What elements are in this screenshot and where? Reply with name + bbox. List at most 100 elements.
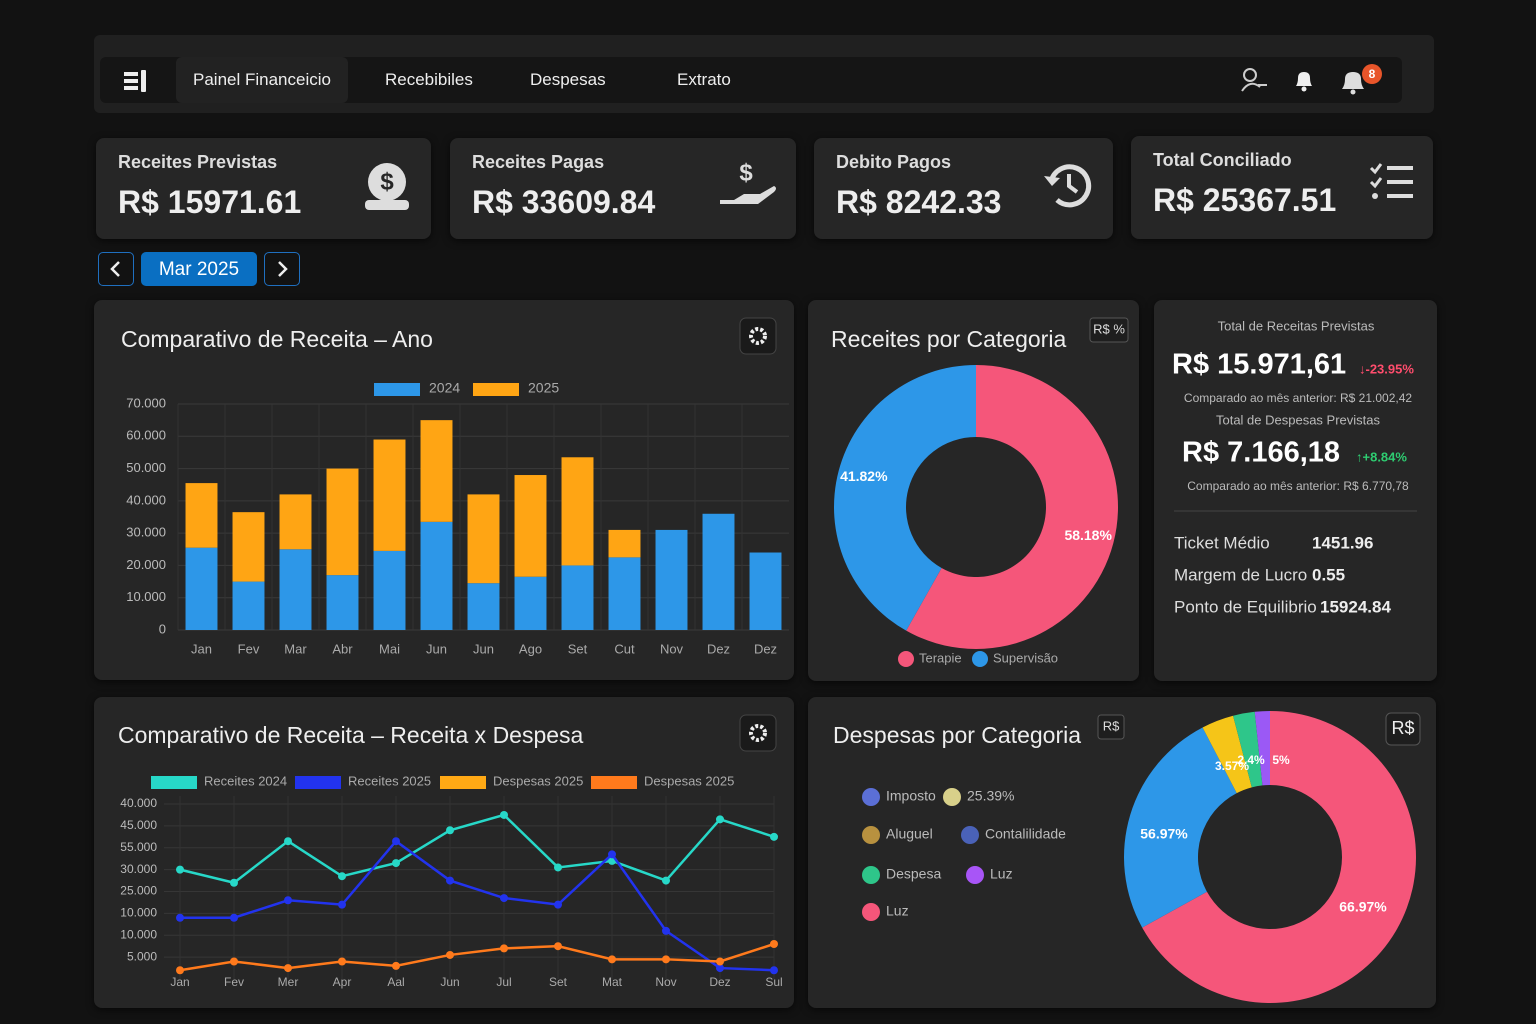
checklist-icon: [1369, 163, 1413, 199]
chevron-left: [110, 261, 120, 277]
line-series: [179, 942, 775, 972]
expense-compare: Comparado ao mês anterior: R$ 6.770,78: [1187, 479, 1409, 493]
value: 1451.96: [1312, 533, 1373, 552]
chevron-right: [278, 261, 288, 277]
summary: Total de Receitas Previstas R$ 15.971,61 ↓…: [1172, 318, 1417, 616]
line-point: [176, 865, 184, 874]
y-tick-label: 30.000: [126, 525, 166, 540]
coin-icon: $: [365, 163, 409, 210]
slice-label: 56.97%: [1140, 826, 1188, 842]
legend-label: Supervisão: [993, 650, 1058, 665]
value: 15924.84: [1320, 597, 1391, 616]
line-point: [554, 942, 562, 951]
line-point: [230, 878, 238, 887]
bar: [420, 420, 453, 522]
x-tick-label: Dez: [707, 641, 730, 656]
legend-swatch: [972, 651, 988, 667]
nav-tab[interactable]: Painel Financeicio: [176, 57, 348, 103]
legend-swatch: [591, 776, 637, 789]
x-tick-label: Set: [568, 641, 588, 656]
line-point: [500, 810, 508, 819]
hand-money-icon: $: [720, 160, 776, 204]
line-point: [176, 966, 184, 975]
month-selector[interactable]: Mar 2025: [141, 252, 257, 286]
x-tick-label: Mer: [278, 975, 299, 989]
legend-label: Imposto: [886, 788, 936, 804]
summary-panel: Total de Receitas Previstas R$ 15.971,61 ↓…: [1154, 300, 1437, 681]
nav-tab[interactable]: Recebibiles: [385, 70, 473, 89]
x-tick-label: Jun: [426, 641, 447, 656]
kpi-card: Receites Previstas R$ 15971.61 $: [96, 138, 431, 239]
x-tick-label: Cut: [614, 641, 635, 656]
line-point: [608, 850, 616, 859]
unit-toggle[interactable]: [1089, 317, 1129, 343]
pie-slice: [1124, 727, 1237, 928]
gear-icon: [749, 724, 767, 742]
legend-swatch: [862, 788, 880, 806]
y-tick-label: 25.000: [120, 884, 157, 898]
x-tick-label: Jan: [191, 641, 212, 656]
slice-label: 58.18%: [1064, 527, 1112, 543]
legend-swatch: [440, 776, 486, 789]
legend-label: 2025: [528, 380, 559, 396]
y-tick-label: 30.000: [120, 862, 157, 876]
income-value: R$ 15.971,61: [1172, 349, 1346, 381]
y-tick-label: 20.000: [126, 557, 166, 572]
legend-swatch: [943, 788, 961, 806]
line-point: [446, 876, 454, 885]
y-tick-label: 70.000: [126, 395, 166, 410]
legend-swatch: [966, 866, 984, 884]
line-point: [662, 955, 670, 964]
unit-toggle-label: R$ %: [1093, 321, 1125, 336]
y-tick-label: 50.000: [126, 460, 166, 475]
bar: [561, 457, 594, 566]
line-point: [230, 957, 238, 966]
nav-tab[interactable]: Extrato: [677, 70, 731, 89]
pie-slice: [834, 365, 976, 631]
bar: [232, 512, 265, 582]
settings-button[interactable]: [739, 714, 777, 752]
pie-slice: [906, 365, 1118, 649]
user-icon[interactable]: [1240, 67, 1270, 93]
prev-month-button[interactable]: [98, 252, 134, 286]
kpi-value: R$ 33609.84: [472, 184, 656, 220]
line-series: [179, 813, 775, 885]
line-point: [338, 900, 346, 909]
legend-swatch: [862, 903, 880, 921]
slice-label: 2.4%: [1237, 753, 1265, 767]
legend-swatch: [898, 651, 914, 667]
bar: [749, 552, 782, 630]
income-title: Total de Receitas Previstas: [1218, 318, 1375, 333]
line-point: [176, 913, 184, 922]
line-point: [608, 955, 616, 964]
line-point: [284, 964, 292, 973]
slice-label: 66.97%: [1339, 899, 1387, 915]
expense-title: Total de Despesas Previstas: [1216, 412, 1381, 427]
line-point: [284, 837, 292, 846]
expense-pie-chart: Despesas por Categoria R$ R$ 66.97% 56.97% 3.…: [833, 711, 1421, 1003]
next-month-button[interactable]: [264, 252, 300, 286]
kpi-card: Debito Pagos R$ 8242.33: [814, 138, 1113, 239]
kpi-value: R$ 15971.61: [118, 184, 302, 220]
nav-bar: Painel Financeicio Recebibiles Despesas …: [94, 35, 1434, 113]
bell-icon[interactable]: [1292, 68, 1316, 92]
line-point: [446, 950, 454, 959]
legend-label: 2024: [429, 380, 460, 396]
history-icon: [1044, 164, 1092, 208]
kpi-label: Total Conciliado: [1153, 150, 1292, 170]
line-point: [716, 957, 724, 966]
menu-icon[interactable]: [122, 68, 152, 94]
settings-button[interactable]: [739, 317, 777, 355]
unit-toggle[interactable]: [1097, 714, 1125, 740]
legend-swatch: [862, 866, 880, 884]
notification-icon[interactable]: [1338, 65, 1378, 95]
x-tick-label: Fev: [224, 975, 244, 989]
nav-tab[interactable]: Despesas: [530, 70, 606, 89]
line-point: [662, 926, 670, 935]
unit-button[interactable]: [1385, 712, 1421, 746]
label: Ponto de Equilibrio: [1174, 597, 1317, 616]
x-tick-label: Jul: [496, 975, 511, 989]
bar: [467, 494, 500, 584]
